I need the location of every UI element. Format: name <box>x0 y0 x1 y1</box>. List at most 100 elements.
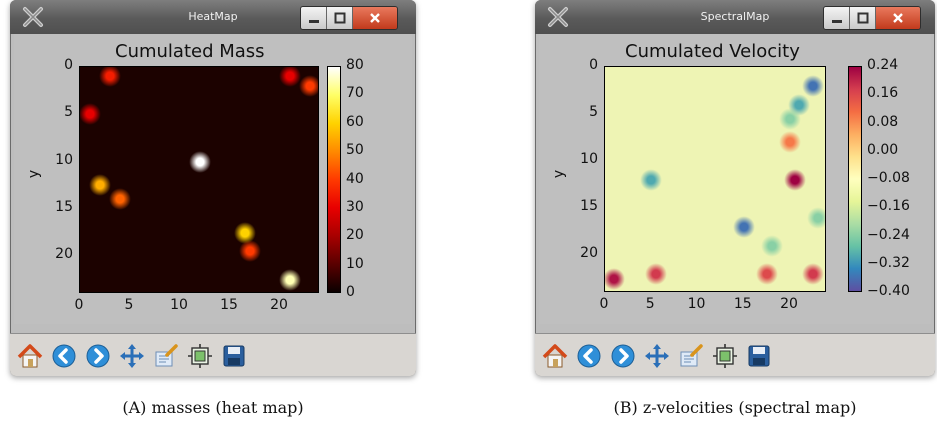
zoom-icon <box>678 343 704 369</box>
minimize-button[interactable] <box>824 7 850 29</box>
heatmap-hotspot <box>189 150 211 173</box>
heatmap-hotspot <box>109 188 131 211</box>
x-tick-label: 20 <box>780 296 798 312</box>
window-title: SpectralMap <box>700 10 770 23</box>
subplots-button[interactable] <box>186 342 213 369</box>
y-tick-label: 0 <box>64 57 73 73</box>
subplots-icon <box>187 343 213 369</box>
forward-icon <box>610 343 636 369</box>
home-icon <box>542 343 568 369</box>
heatmap-hotspot <box>640 169 663 191</box>
save-button[interactable] <box>745 342 772 369</box>
minimize-icon <box>308 20 319 23</box>
heatmap-hotspot <box>89 174 111 197</box>
x-tick-label: 15 <box>220 297 238 313</box>
window-titlebar[interactable]: SpectralMap <box>535 0 935 34</box>
figure-caption-a: (A) masses (heat map) <box>122 398 304 417</box>
colorbar-tick-label: 0.24 <box>867 57 899 73</box>
home-button[interactable] <box>16 342 43 369</box>
chart-title: Cumulated Velocity <box>625 41 800 62</box>
close-button[interactable] <box>353 7 397 29</box>
x-tick-label: 0 <box>74 297 84 313</box>
y-tick-label: 10 <box>580 151 598 168</box>
back-button[interactable] <box>575 342 602 369</box>
colorbar-tick-label: −0.24 <box>867 226 910 243</box>
colorbar-tick-label: 0.16 <box>867 85 899 102</box>
back-icon <box>51 343 77 369</box>
colorbar-tick-label: −0.32 <box>867 254 910 271</box>
colorbar-tick-label: 30 <box>346 198 364 215</box>
zoom-button[interactable] <box>152 342 179 369</box>
navigation-toolbar <box>535 333 935 376</box>
forward-icon <box>85 343 111 369</box>
forward-button[interactable] <box>609 342 636 369</box>
figure-canvas[interactable]: Cumulated Mass y 0 5 10 15 20 0 5 10 15 20 80 70 60 5… <box>14 34 412 324</box>
x-tick-label: 5 <box>645 296 655 312</box>
maximize-button[interactable] <box>850 7 876 29</box>
figure-canvas[interactable]: Cumulated Velocity y 0 5 10 15 20 0 5 10 15 20 0.2… <box>539 34 931 324</box>
heatmap-hotspot <box>80 103 101 126</box>
window-controls <box>300 6 398 30</box>
chart-title: Cumulated Mass <box>115 41 265 62</box>
colorbar-tick-label: 0.00 <box>867 141 899 158</box>
heatmap-hotspot <box>644 263 667 286</box>
colorbar <box>848 66 862 292</box>
maximize-button[interactable] <box>327 7 353 29</box>
pan-button[interactable] <box>643 342 670 369</box>
save-icon <box>221 343 247 369</box>
zoom-button[interactable] <box>677 342 704 369</box>
navigation-toolbar <box>10 333 416 376</box>
heatmap-hotspot <box>806 206 825 229</box>
heatmap-image <box>604 66 826 292</box>
maximize-icon <box>857 12 868 24</box>
colorbar-tick-label: 40 <box>346 170 364 187</box>
window-controls <box>823 6 921 30</box>
colorbar <box>327 66 341 293</box>
heatmap-hotspot <box>779 131 801 154</box>
pan-icon <box>644 343 670 369</box>
y-tick-label: 15 <box>55 198 73 215</box>
heatmap-hotspot <box>279 268 301 291</box>
close-button[interactable] <box>876 7 920 29</box>
subplots-button[interactable] <box>711 342 738 369</box>
colorbar-tick-label: 70 <box>346 85 364 102</box>
colorbar-tick-label: 10 <box>346 255 364 272</box>
heatmap-hotspot <box>802 74 825 97</box>
app-logo-icon <box>548 7 568 27</box>
minimize-icon <box>831 20 842 23</box>
y-tick-label: 20 <box>55 246 73 263</box>
maximize-icon <box>334 12 345 24</box>
back-button[interactable] <box>50 342 77 369</box>
y-tick-label: 20 <box>580 245 598 262</box>
home-button[interactable] <box>541 342 568 369</box>
app-logo-icon <box>23 7 43 27</box>
window-titlebar[interactable]: HeatMap <box>10 0 416 34</box>
heatmap-hotspot <box>755 263 778 286</box>
window-title: HeatMap <box>188 10 238 23</box>
save-button[interactable] <box>220 342 247 369</box>
spectralmap-window: SpectralMap Cumulated Velocity y 0 5 10 15 2… <box>535 0 935 376</box>
plot-area: 0 5 10 15 20 0 5 10 15 20 80 70 60 50 40 30 20 10 0 <box>14 34 412 324</box>
x-tick-label: 10 <box>687 296 706 312</box>
minimize-button[interactable] <box>301 7 327 29</box>
heatmap-hotspot <box>299 74 318 97</box>
x-tick-label: 5 <box>124 297 134 313</box>
plot-area: 0 5 10 15 20 0 5 10 15 20 0.24 0.16 0.08 0.00 −0.08 −0.… <box>539 34 931 324</box>
figure-caption-b: (B) z-velocities (spectral map) <box>613 398 857 417</box>
heatmap-hotspot <box>99 67 121 88</box>
zoom-icon <box>153 343 179 369</box>
pan-button[interactable] <box>118 342 145 369</box>
heatmap-hotspot <box>605 267 626 290</box>
colorbar-tick-label: −0.40 <box>867 283 910 299</box>
forward-button[interactable] <box>84 342 111 369</box>
colorbar-tick-label: 60 <box>346 113 364 130</box>
colorbar-tick-label: −0.16 <box>867 198 910 215</box>
colorbar-tick-label: 0 <box>346 284 355 300</box>
home-icon <box>17 343 43 369</box>
heatmap-hotspot <box>802 263 825 286</box>
save-icon <box>746 343 772 369</box>
x-tick-label: 10 <box>170 297 188 313</box>
x-tick-label: 0 <box>599 296 609 312</box>
y-tick-label: 0 <box>589 57 598 73</box>
heatmap-image <box>79 66 319 293</box>
